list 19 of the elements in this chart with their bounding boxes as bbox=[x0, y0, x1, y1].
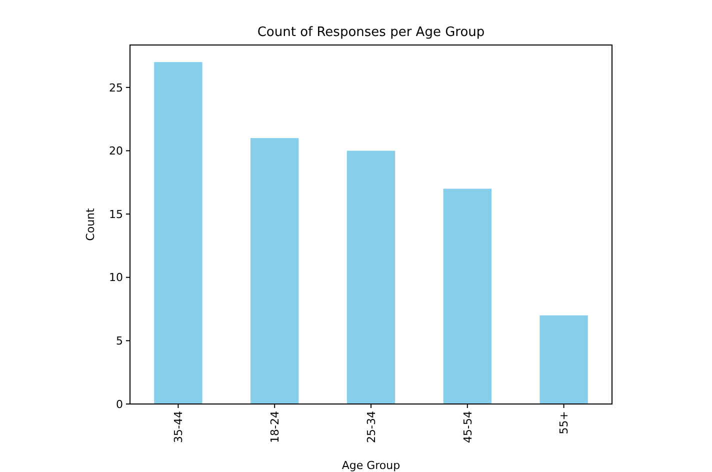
y-tick-label: 0 bbox=[116, 398, 123, 411]
y-tick-label: 10 bbox=[109, 271, 123, 284]
x-tick-label: 18-24 bbox=[268, 411, 282, 443]
x-axis-title: Age Group bbox=[342, 459, 400, 472]
y-tick-label: 20 bbox=[109, 144, 123, 158]
y-tick-label: 25 bbox=[109, 81, 123, 94]
bar bbox=[443, 188, 492, 404]
bar bbox=[250, 138, 299, 404]
x-tick-label: 35-44 bbox=[172, 411, 186, 443]
y-axis-title: Count bbox=[84, 207, 97, 241]
y-tick-label: 5 bbox=[116, 334, 123, 348]
bar bbox=[154, 62, 202, 404]
y-tick-label: 15 bbox=[109, 208, 123, 221]
chart-title: Count of Responses per Age Group bbox=[257, 25, 485, 40]
bar bbox=[540, 315, 588, 404]
x-tick-label: 45-54 bbox=[461, 411, 474, 443]
bar bbox=[346, 150, 396, 404]
x-tick-label: 55+ bbox=[558, 411, 571, 434]
x-tick-label: 25-34 bbox=[364, 411, 378, 443]
